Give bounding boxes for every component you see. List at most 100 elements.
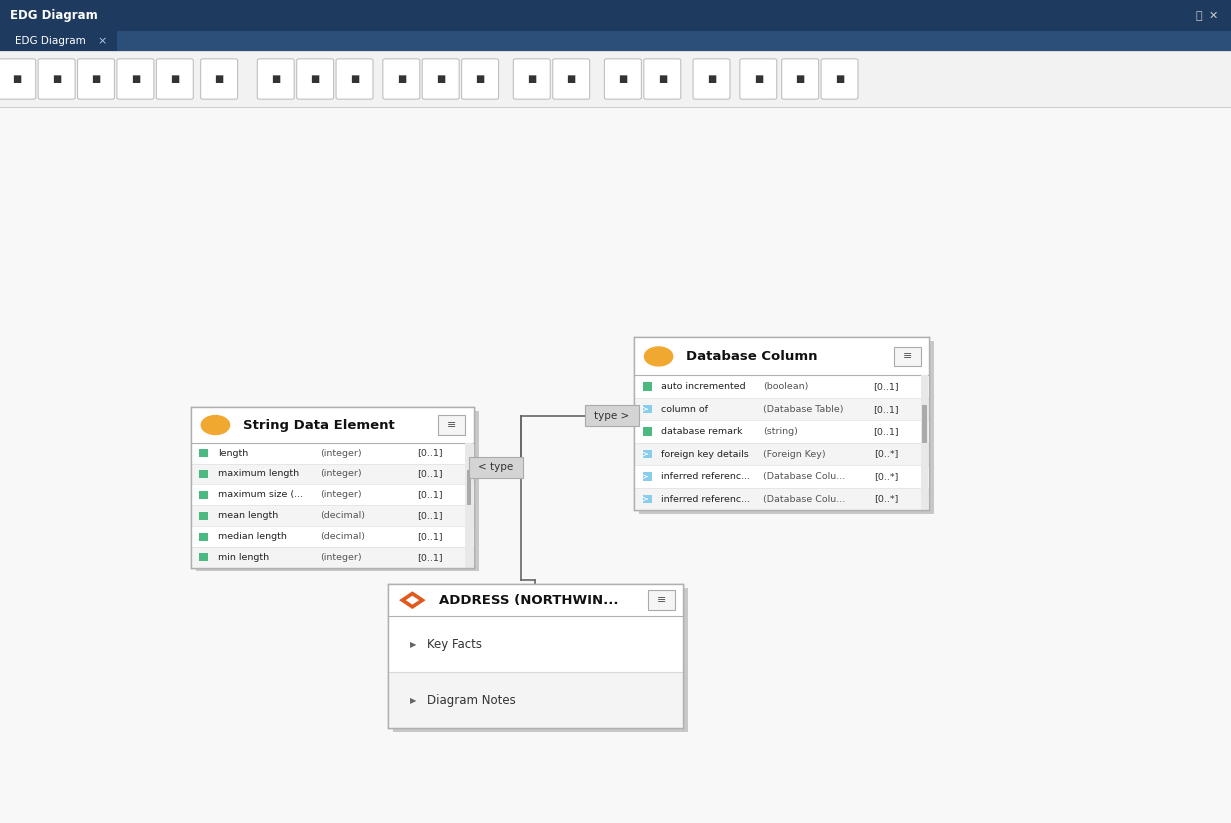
Text: [0..1]: [0..1] — [417, 511, 443, 520]
FancyBboxPatch shape — [894, 346, 921, 366]
FancyBboxPatch shape — [634, 398, 929, 421]
Text: maximum size (...: maximum size (... — [218, 491, 303, 500]
FancyBboxPatch shape — [388, 672, 683, 728]
Text: ■: ■ — [91, 74, 101, 84]
Text: ■: ■ — [795, 74, 805, 84]
Text: length: length — [218, 449, 249, 458]
FancyBboxPatch shape — [191, 526, 474, 547]
Text: ■: ■ — [436, 74, 446, 84]
Text: ≡: ≡ — [447, 420, 457, 430]
FancyBboxPatch shape — [821, 59, 858, 99]
FancyBboxPatch shape — [196, 411, 479, 571]
Circle shape — [201, 416, 229, 435]
Text: (integer): (integer) — [320, 553, 362, 562]
FancyBboxPatch shape — [921, 375, 928, 510]
FancyBboxPatch shape — [634, 488, 929, 510]
Text: median length: median length — [218, 532, 287, 541]
FancyBboxPatch shape — [0, 0, 1231, 31]
FancyBboxPatch shape — [643, 450, 652, 458]
FancyBboxPatch shape — [643, 405, 652, 413]
FancyBboxPatch shape — [643, 383, 652, 391]
Text: ×: × — [97, 36, 107, 46]
FancyBboxPatch shape — [257, 59, 294, 99]
FancyBboxPatch shape — [0, 51, 1231, 107]
Polygon shape — [398, 590, 427, 610]
FancyBboxPatch shape — [393, 588, 688, 732]
FancyBboxPatch shape — [191, 443, 474, 463]
FancyBboxPatch shape — [553, 59, 590, 99]
FancyBboxPatch shape — [0, 59, 36, 99]
FancyBboxPatch shape — [643, 495, 652, 504]
FancyBboxPatch shape — [388, 584, 683, 616]
FancyBboxPatch shape — [388, 584, 683, 728]
Text: (integer): (integer) — [320, 449, 362, 458]
Text: (boolean): (boolean) — [763, 382, 809, 391]
FancyBboxPatch shape — [199, 532, 208, 541]
FancyBboxPatch shape — [604, 59, 641, 99]
FancyBboxPatch shape — [634, 375, 929, 398]
Text: ADDRESS (NORTHWIN...: ADDRESS (NORTHWIN... — [439, 593, 619, 607]
Text: ▶: ▶ — [410, 695, 416, 704]
Text: ▶: ▶ — [410, 639, 416, 649]
Text: foreign key details: foreign key details — [661, 449, 748, 458]
FancyBboxPatch shape — [201, 59, 238, 99]
Text: ■: ■ — [753, 74, 763, 84]
Text: (Foreign Key): (Foreign Key) — [763, 449, 826, 458]
FancyBboxPatch shape — [634, 421, 929, 443]
Text: [0..1]: [0..1] — [417, 553, 443, 562]
FancyBboxPatch shape — [422, 59, 459, 99]
FancyBboxPatch shape — [191, 407, 474, 568]
FancyBboxPatch shape — [648, 590, 675, 610]
Text: [0..1]: [0..1] — [873, 382, 899, 391]
FancyBboxPatch shape — [585, 405, 639, 426]
Text: inferred referenc...: inferred referenc... — [661, 472, 750, 481]
FancyBboxPatch shape — [740, 59, 777, 99]
Text: (decimal): (decimal) — [320, 511, 366, 520]
Text: < type: < type — [479, 463, 513, 472]
Text: ■: ■ — [707, 74, 716, 84]
Text: [0..1]: [0..1] — [873, 405, 899, 414]
Text: mean length: mean length — [218, 511, 278, 520]
FancyBboxPatch shape — [297, 59, 334, 99]
Text: (decimal): (decimal) — [320, 532, 366, 541]
Text: ■: ■ — [396, 74, 406, 84]
FancyBboxPatch shape — [634, 465, 929, 488]
Text: String Data Element: String Data Element — [243, 419, 394, 431]
Text: ■: ■ — [527, 74, 537, 84]
FancyBboxPatch shape — [469, 457, 523, 478]
FancyBboxPatch shape — [156, 59, 193, 99]
FancyBboxPatch shape — [462, 59, 499, 99]
FancyBboxPatch shape — [0, 31, 117, 51]
FancyBboxPatch shape — [438, 415, 465, 435]
Text: [0..*]: [0..*] — [874, 472, 899, 481]
Text: auto incremented: auto incremented — [661, 382, 746, 391]
Text: database remark: database remark — [661, 427, 742, 436]
Text: ■: ■ — [835, 74, 844, 84]
FancyBboxPatch shape — [191, 485, 474, 505]
FancyBboxPatch shape — [643, 427, 652, 436]
FancyBboxPatch shape — [199, 470, 208, 478]
FancyBboxPatch shape — [191, 407, 474, 443]
FancyBboxPatch shape — [117, 59, 154, 99]
FancyBboxPatch shape — [191, 505, 474, 526]
FancyBboxPatch shape — [191, 547, 474, 568]
Text: column of: column of — [661, 405, 708, 414]
FancyBboxPatch shape — [634, 443, 929, 465]
Text: min length: min length — [218, 553, 270, 562]
Text: ■: ■ — [350, 74, 359, 84]
FancyBboxPatch shape — [782, 59, 819, 99]
Text: EDG Diagram: EDG Diagram — [10, 9, 97, 22]
FancyBboxPatch shape — [0, 31, 1231, 51]
FancyBboxPatch shape — [0, 107, 1231, 823]
Text: ■: ■ — [170, 74, 180, 84]
FancyBboxPatch shape — [191, 463, 474, 485]
Text: (string): (string) — [763, 427, 798, 436]
Text: Diagram Notes: Diagram Notes — [427, 694, 516, 707]
Text: maximum length: maximum length — [218, 469, 299, 478]
Text: ■: ■ — [12, 74, 22, 84]
FancyBboxPatch shape — [38, 59, 75, 99]
Text: (integer): (integer) — [320, 469, 362, 478]
Text: (integer): (integer) — [320, 491, 362, 500]
FancyBboxPatch shape — [199, 512, 208, 519]
FancyBboxPatch shape — [634, 337, 929, 375]
